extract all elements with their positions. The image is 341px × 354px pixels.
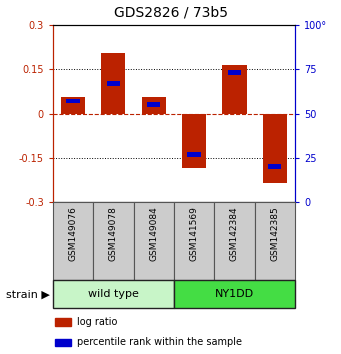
- Text: GSM142385: GSM142385: [270, 206, 279, 261]
- Text: wild type: wild type: [88, 289, 139, 299]
- Text: GDS2826 / 73b5: GDS2826 / 73b5: [114, 5, 227, 19]
- Text: GSM149078: GSM149078: [109, 206, 118, 261]
- Bar: [174, 202, 214, 280]
- Bar: [53, 280, 174, 308]
- Bar: [55, 318, 71, 326]
- Bar: [188, 152, 201, 157]
- Bar: [107, 81, 120, 86]
- Bar: [61, 97, 85, 114]
- Bar: [134, 202, 174, 280]
- Bar: [147, 102, 160, 107]
- Bar: [142, 97, 166, 114]
- Text: log ratio: log ratio: [77, 317, 117, 327]
- Bar: [182, 114, 206, 168]
- Bar: [222, 65, 247, 114]
- Text: GSM149076: GSM149076: [69, 206, 77, 261]
- Text: GSM149084: GSM149084: [149, 206, 158, 261]
- Bar: [268, 164, 281, 169]
- Text: GSM141569: GSM141569: [190, 206, 198, 261]
- Bar: [228, 70, 241, 75]
- Bar: [101, 53, 125, 114]
- Bar: [174, 280, 295, 308]
- Bar: [214, 202, 255, 280]
- Bar: [93, 202, 134, 280]
- Text: NY1DD: NY1DD: [215, 289, 254, 299]
- Bar: [53, 202, 93, 280]
- Bar: [55, 339, 71, 346]
- Bar: [263, 114, 287, 183]
- Bar: [66, 99, 80, 103]
- Bar: [255, 202, 295, 280]
- Text: GSM142384: GSM142384: [230, 206, 239, 261]
- Text: percentile rank within the sample: percentile rank within the sample: [77, 337, 242, 347]
- Text: strain ▶: strain ▶: [5, 289, 49, 299]
